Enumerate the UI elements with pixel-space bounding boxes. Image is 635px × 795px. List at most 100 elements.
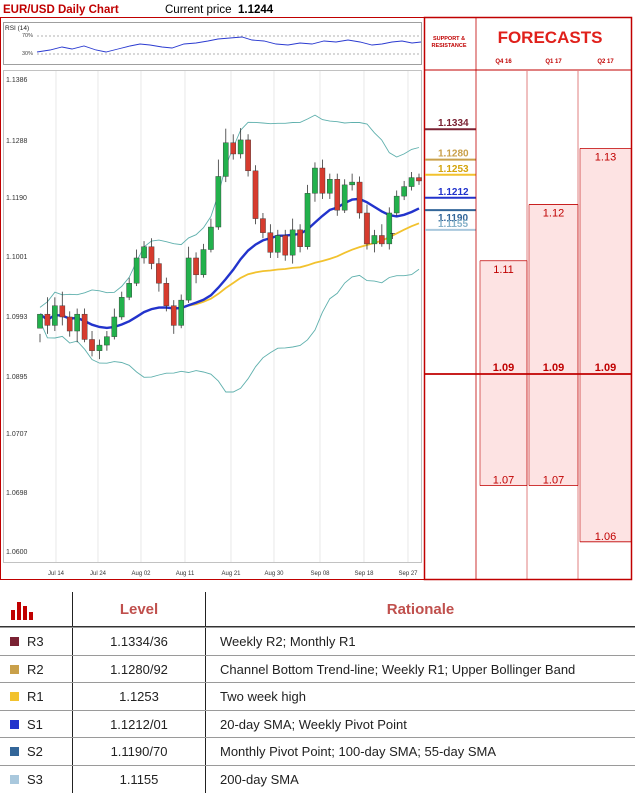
y-tick-label: 1.0698 [6, 490, 28, 497]
table-row: S2 1.1190/70 Monthly Pivot Point; 100-day … [0, 737, 635, 765]
marker-t: T [390, 232, 395, 241]
candle-body [341, 184, 348, 211]
x-axis-ticks: Jul 14 Jul 24 Aug 02 Aug 11 Aug 21 Aug 30 Sep … [48, 571, 418, 577]
y-tick-label: 1.0707 [6, 431, 28, 438]
table-row: S1 1.1212/01 20-day SMA; Weekly Pivot Poin… [0, 709, 635, 738]
color-swatch [10, 719, 19, 729]
candle-body [275, 235, 281, 253]
forecast-target-value: 1.11 [493, 264, 514, 276]
candle-body [245, 139, 251, 172]
row-id-label: S3 [27, 771, 43, 787]
candle-body [66, 316, 73, 332]
row-level: 1.1190/70 [72, 738, 205, 765]
y-axis-ticks: 1.1386 1.1288 1.1190 1.1001 1.0993 1.0895 1.07… [6, 77, 28, 556]
x-tick-label: Aug 30 [264, 571, 284, 577]
sr-level-value: 1.1253 [438, 164, 469, 175]
forecast-low-value: 1.07 [543, 475, 564, 487]
main-plot-area [3, 70, 422, 563]
x-tick-label: Aug 11 [176, 571, 195, 577]
forecast-target-value: 1.13 [595, 151, 616, 163]
row-id: S2 [0, 738, 70, 765]
candle-body [312, 167, 318, 194]
candle-body [379, 235, 385, 245]
y-tick-label: 1.1288 [6, 138, 28, 145]
candle-body [89, 339, 95, 351]
x-tick-label: Sep 18 [354, 571, 374, 577]
sr-header-2: RESISTANCE [431, 43, 466, 49]
candle-body [230, 142, 237, 155]
color-swatch [10, 774, 19, 784]
candle-body [222, 142, 229, 177]
forecast-frame [423, 16, 633, 581]
candle-body [297, 229, 303, 247]
candle-body [282, 235, 289, 256]
forecast-range-fill [580, 148, 631, 542]
candle-body [319, 167, 326, 194]
moving-averages [39, 197, 420, 330]
row-id-label: S1 [27, 716, 43, 732]
candle-body [364, 212, 370, 245]
color-swatch [10, 664, 19, 674]
forecast-column-label: Q4 16 [495, 59, 512, 65]
forecast-low-value: 1.06 [595, 531, 616, 543]
chart-canvas: EUR/USD Daily Chart Current price 1.1244… [0, 4, 633, 581]
x-tick-label: Aug 02 [131, 571, 151, 577]
forecast-range-fill [529, 204, 578, 486]
bollinger-bands [39, 114, 420, 393]
y-tick-label: 1.0600 [6, 549, 28, 556]
candle-body [408, 177, 415, 187]
candle-body [74, 313, 80, 332]
x-tick-label: Sep 27 [398, 571, 418, 577]
row-id-label: R2 [27, 661, 44, 677]
candle-body [118, 297, 125, 318]
chart-title: EUR/USD Daily Chart [3, 4, 119, 16]
candle-body [334, 179, 341, 211]
candle-body [178, 299, 184, 326]
color-swatch [10, 692, 19, 701]
row-level: 1.1334/36 [72, 628, 205, 655]
bollinger-lower [39, 268, 420, 393]
row-id: S1 [0, 711, 70, 738]
candle-body [52, 305, 58, 326]
forecasts-title: FORECASTS [498, 28, 603, 47]
row-level: 1.1280/92 [72, 655, 205, 683]
bar-chart-icon [11, 602, 33, 620]
candle-body [416, 177, 422, 182]
x-tick-label: Jul 24 [90, 571, 107, 577]
candle-body [237, 139, 244, 155]
table-row: R2 1.1280/92 Channel Bottom Trend-line; We… [0, 654, 635, 683]
sr-level-value: 1.1280 [438, 149, 469, 160]
rsi-level-30: 30% [22, 51, 33, 57]
candle-body [386, 212, 393, 245]
y-tick-label: 1.0993 [6, 314, 28, 321]
candle-body [133, 257, 140, 284]
sma-blue-line [39, 197, 420, 330]
candle-body [289, 229, 296, 256]
forecast-column-label: Q2 17 [597, 59, 614, 65]
candle-body [156, 263, 162, 284]
candle-body [208, 226, 214, 250]
rsi-line [36, 36, 422, 53]
y-tick-label: 1.1001 [6, 254, 28, 261]
table-row: S3 1.1155 200-day SMA [0, 764, 635, 793]
candle-body [200, 249, 207, 276]
candle-body [252, 170, 259, 219]
table-row: R3 1.1334/36 Weekly R2; Monthly R1 [0, 627, 635, 655]
row-id: R2 [0, 656, 70, 683]
x-tick-label: Aug 21 [221, 571, 241, 577]
forecast-column-label: Q1 17 [545, 59, 562, 65]
candle-body [193, 257, 199, 276]
candle-body [393, 195, 400, 214]
x-tick-label: Jul 14 [48, 571, 65, 577]
row-rationale: Weekly R2; Monthly R1 [205, 628, 635, 655]
sr-header-1: SUPPORT & [433, 36, 465, 42]
candle-body [327, 179, 333, 194]
row-level: 1.1212/01 [72, 710, 205, 738]
candle-body [304, 193, 311, 247]
row-id-label: R1 [27, 689, 44, 704]
forecast-mid-value: 1.09 [595, 362, 616, 374]
sr-level-value: 1.1190 [438, 213, 468, 224]
candle-body [37, 313, 43, 329]
forecast-mid-value: 1.09 [493, 362, 514, 374]
